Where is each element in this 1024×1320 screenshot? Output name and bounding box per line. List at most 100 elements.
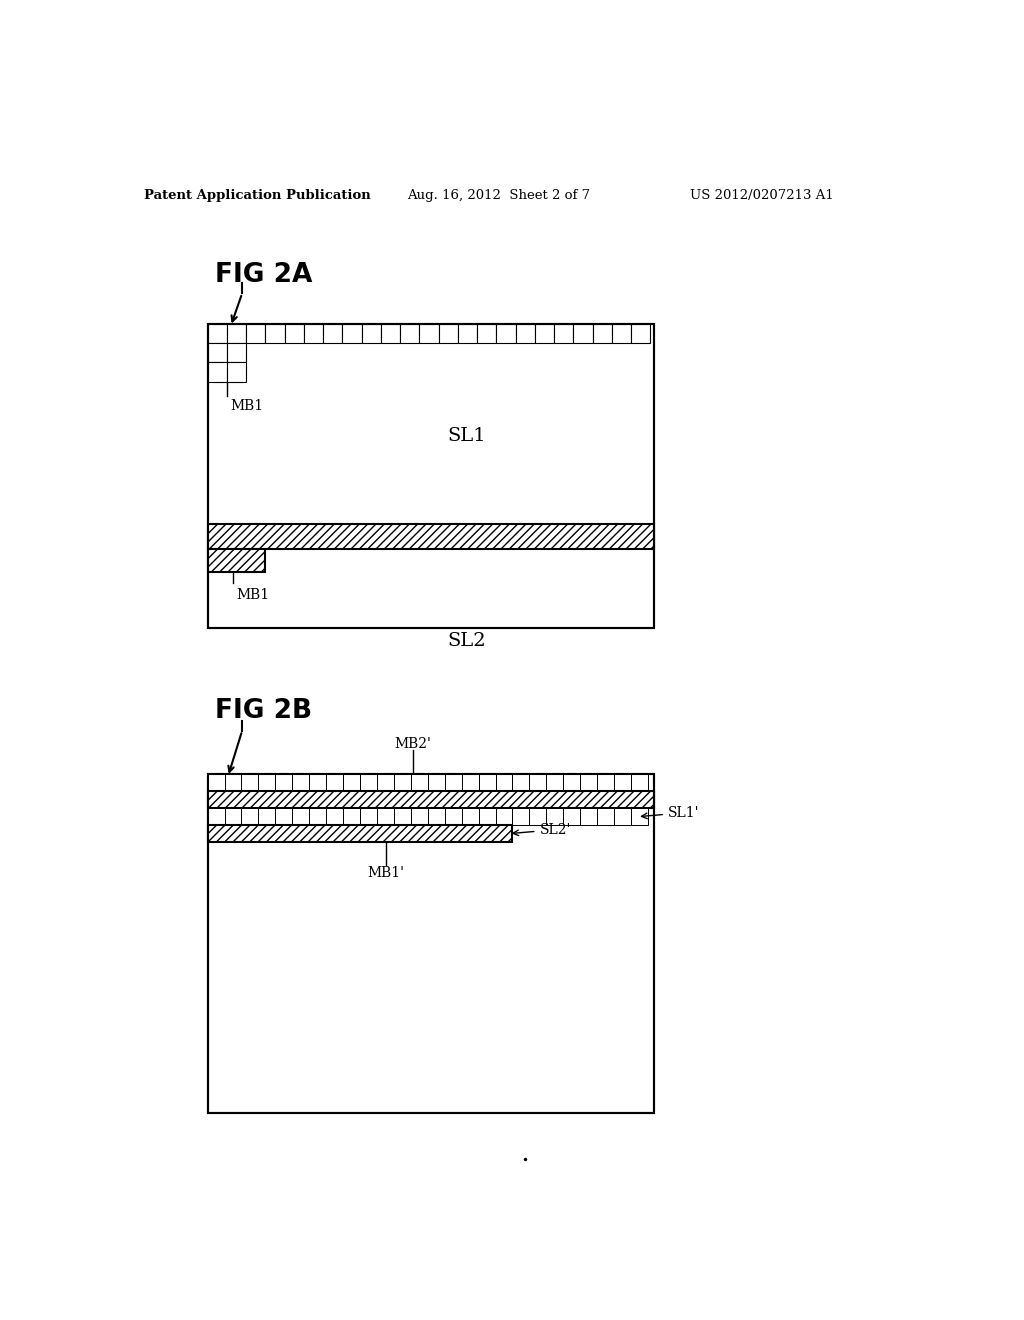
Bar bbox=[535, 323, 554, 343]
Text: MB1': MB1' bbox=[368, 866, 404, 880]
Bar bbox=[581, 808, 597, 825]
Bar bbox=[208, 363, 226, 381]
Bar bbox=[438, 323, 458, 343]
Bar bbox=[292, 808, 309, 825]
Bar bbox=[614, 775, 631, 791]
Text: SL1: SL1 bbox=[447, 426, 486, 445]
Bar bbox=[265, 323, 285, 343]
Bar bbox=[462, 775, 478, 791]
Bar bbox=[208, 808, 224, 825]
Bar bbox=[597, 808, 614, 825]
Bar bbox=[224, 775, 242, 791]
Bar bbox=[563, 808, 581, 825]
Bar bbox=[292, 775, 309, 791]
Text: Aug. 16, 2012  Sheet 2 of 7: Aug. 16, 2012 Sheet 2 of 7 bbox=[408, 189, 590, 202]
Text: MB2': MB2' bbox=[394, 737, 431, 751]
Bar bbox=[496, 775, 512, 791]
Bar bbox=[208, 792, 654, 808]
Bar bbox=[419, 323, 438, 343]
Bar bbox=[377, 775, 394, 791]
Bar bbox=[400, 323, 419, 343]
Bar bbox=[258, 808, 275, 825]
Bar bbox=[381, 323, 400, 343]
Bar bbox=[394, 775, 411, 791]
Bar bbox=[242, 808, 258, 825]
Bar bbox=[323, 323, 342, 343]
Bar bbox=[593, 323, 611, 343]
Bar bbox=[208, 323, 226, 343]
Bar bbox=[246, 323, 265, 343]
Text: FIG 2B: FIG 2B bbox=[215, 698, 312, 725]
Bar bbox=[360, 775, 377, 791]
Bar bbox=[428, 775, 444, 791]
Bar bbox=[478, 775, 496, 791]
Bar bbox=[343, 775, 360, 791]
Bar bbox=[529, 775, 547, 791]
Bar bbox=[529, 808, 547, 825]
Bar bbox=[285, 323, 304, 343]
Bar bbox=[304, 323, 323, 343]
Bar bbox=[275, 775, 292, 791]
Bar bbox=[547, 775, 563, 791]
Text: FIG 2A: FIG 2A bbox=[215, 263, 312, 289]
Bar bbox=[411, 808, 428, 825]
Bar bbox=[496, 808, 512, 825]
Bar bbox=[444, 775, 462, 791]
Bar bbox=[326, 775, 343, 791]
Bar bbox=[411, 775, 428, 791]
Text: MB1: MB1 bbox=[230, 400, 264, 413]
Bar bbox=[614, 808, 631, 825]
Text: SL2': SL2' bbox=[513, 822, 570, 837]
Bar bbox=[226, 323, 246, 343]
Bar bbox=[444, 808, 462, 825]
Bar bbox=[309, 775, 326, 791]
Bar bbox=[563, 775, 581, 791]
Bar bbox=[361, 323, 381, 343]
Bar bbox=[631, 775, 648, 791]
Bar bbox=[462, 808, 478, 825]
Bar bbox=[208, 825, 512, 842]
Bar bbox=[631, 808, 648, 825]
Bar bbox=[631, 323, 650, 343]
Bar bbox=[242, 775, 258, 791]
Text: SL1': SL1' bbox=[641, 805, 699, 820]
Bar bbox=[512, 775, 529, 791]
Bar bbox=[497, 323, 515, 343]
Bar bbox=[343, 808, 360, 825]
Bar bbox=[326, 808, 343, 825]
Bar bbox=[512, 808, 529, 825]
Bar bbox=[377, 808, 394, 825]
Bar bbox=[360, 808, 377, 825]
Bar bbox=[208, 323, 654, 628]
Bar bbox=[478, 808, 496, 825]
Bar bbox=[515, 323, 535, 343]
Text: SL2: SL2 bbox=[447, 632, 486, 651]
Bar bbox=[275, 808, 292, 825]
Bar bbox=[394, 808, 411, 825]
Bar bbox=[208, 524, 654, 549]
Text: US 2012/0207213 A1: US 2012/0207213 A1 bbox=[690, 189, 834, 202]
Bar bbox=[208, 323, 654, 628]
Bar bbox=[224, 808, 242, 825]
Bar bbox=[208, 549, 265, 572]
Bar bbox=[573, 323, 593, 343]
Bar bbox=[208, 775, 654, 1113]
Bar bbox=[477, 323, 497, 343]
Bar bbox=[597, 775, 614, 791]
Bar bbox=[428, 808, 444, 825]
Bar bbox=[226, 343, 246, 363]
Bar bbox=[258, 775, 275, 791]
Bar bbox=[309, 808, 326, 825]
Bar bbox=[611, 323, 631, 343]
Bar bbox=[581, 775, 597, 791]
Text: MB1: MB1 bbox=[237, 587, 269, 602]
Bar bbox=[226, 363, 246, 381]
Text: Patent Application Publication: Patent Application Publication bbox=[144, 189, 371, 202]
Bar bbox=[342, 323, 361, 343]
Bar bbox=[547, 808, 563, 825]
Bar bbox=[208, 775, 654, 1113]
Bar bbox=[554, 323, 573, 343]
Bar bbox=[208, 343, 226, 363]
Bar bbox=[208, 775, 224, 791]
Bar bbox=[458, 323, 477, 343]
